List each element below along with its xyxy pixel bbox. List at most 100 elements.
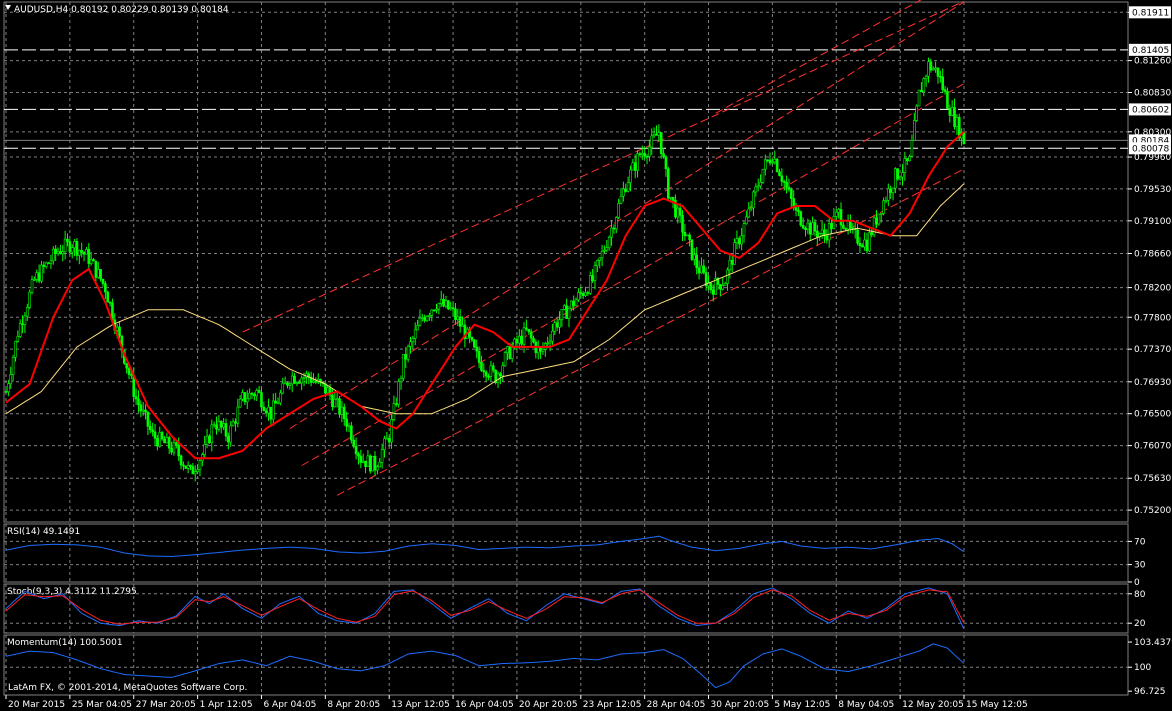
candle-body	[955, 117, 959, 127]
candle-body	[588, 275, 592, 294]
candle	[780, 168, 784, 187]
candle	[962, 132, 966, 145]
candle-body	[331, 394, 334, 408]
candle-body	[742, 223, 746, 237]
candle	[588, 271, 592, 296]
candle	[764, 154, 767, 176]
pane-4: 103.4379 100 96.725 Momentum(14) 100.5001	[3, 634, 1172, 697]
candle	[631, 158, 635, 171]
candle-body	[875, 217, 878, 225]
candle-body	[837, 209, 840, 213]
candle	[148, 420, 152, 434]
candle	[52, 246, 55, 265]
candle	[146, 411, 150, 435]
candle	[432, 309, 436, 312]
candle-body	[610, 227, 613, 238]
candle	[560, 308, 564, 328]
candle	[354, 437, 358, 460]
candle	[905, 158, 909, 166]
candle	[404, 347, 408, 368]
candle	[544, 341, 547, 357]
x-tick-label: 12 May 20:05	[902, 700, 964, 710]
candle-body	[494, 369, 497, 384]
candle-body	[527, 328, 531, 332]
candle	[797, 205, 800, 217]
candle-body	[333, 398, 337, 408]
candle-body	[584, 292, 587, 296]
candle	[480, 355, 483, 372]
candle-body	[811, 222, 814, 235]
chart-collapse-icon[interactable]	[5, 5, 11, 10]
candle-body	[931, 68, 935, 71]
candle	[274, 392, 277, 404]
candle	[955, 113, 959, 135]
candle-body	[735, 238, 739, 243]
candle	[49, 254, 53, 269]
candle-body	[49, 260, 53, 264]
candle	[366, 450, 370, 467]
candle-body	[148, 426, 152, 431]
candle-body	[182, 464, 185, 467]
candle-body	[151, 429, 154, 433]
channel-line	[336, 168, 965, 496]
candle-body	[373, 455, 377, 471]
candle	[931, 66, 935, 71]
candle-body	[347, 425, 351, 428]
candle	[771, 158, 774, 165]
signal-line	[5, 589, 965, 625]
candle	[782, 179, 786, 191]
candle	[234, 418, 237, 432]
candle-body	[338, 398, 341, 415]
candle-body	[506, 346, 509, 354]
candle-body	[674, 200, 677, 218]
candle	[960, 128, 963, 146]
candle	[42, 261, 46, 274]
candle	[853, 222, 857, 239]
candle-body	[473, 339, 476, 348]
candle-body	[37, 272, 41, 282]
candle	[910, 134, 914, 158]
candle	[442, 293, 445, 308]
candle	[309, 371, 313, 387]
candle-body	[520, 335, 523, 345]
candle	[804, 226, 807, 237]
y-tick-label: 0	[1134, 578, 1140, 588]
candle-body	[99, 269, 102, 280]
candle	[605, 239, 609, 253]
candle-body	[340, 406, 344, 415]
candle-body	[198, 460, 202, 470]
candle-body	[243, 392, 247, 403]
candle-body	[96, 269, 100, 278]
candle-body	[451, 307, 455, 310]
candle-body	[574, 299, 578, 307]
candle	[570, 300, 573, 312]
candle	[754, 183, 758, 197]
candle	[186, 461, 190, 474]
candle	[674, 194, 677, 219]
candle-body	[165, 437, 169, 444]
candle-body	[172, 442, 176, 453]
candle	[269, 406, 273, 427]
candle	[700, 257, 703, 274]
candle-body	[63, 238, 67, 253]
candle-body	[75, 241, 79, 256]
chart-panes: 0.81911 0.81260 0.80830 0.80300 0.79960 0.795…	[3, 0, 1172, 710]
candle-body	[470, 337, 474, 341]
candle	[785, 175, 788, 194]
candle	[920, 82, 923, 93]
candle-body	[787, 186, 791, 190]
candle	[134, 388, 138, 405]
candle	[222, 418, 225, 431]
candle-body	[581, 293, 585, 296]
candle-body	[693, 254, 696, 260]
candle	[437, 302, 441, 315]
y-tick-label: 0.75200	[1134, 506, 1171, 516]
candle-body	[68, 241, 72, 253]
candle-body	[756, 185, 760, 188]
candle-body	[801, 224, 805, 229]
candle	[482, 363, 486, 378]
candle	[402, 354, 405, 382]
candle	[721, 277, 725, 291]
candle	[747, 202, 751, 219]
